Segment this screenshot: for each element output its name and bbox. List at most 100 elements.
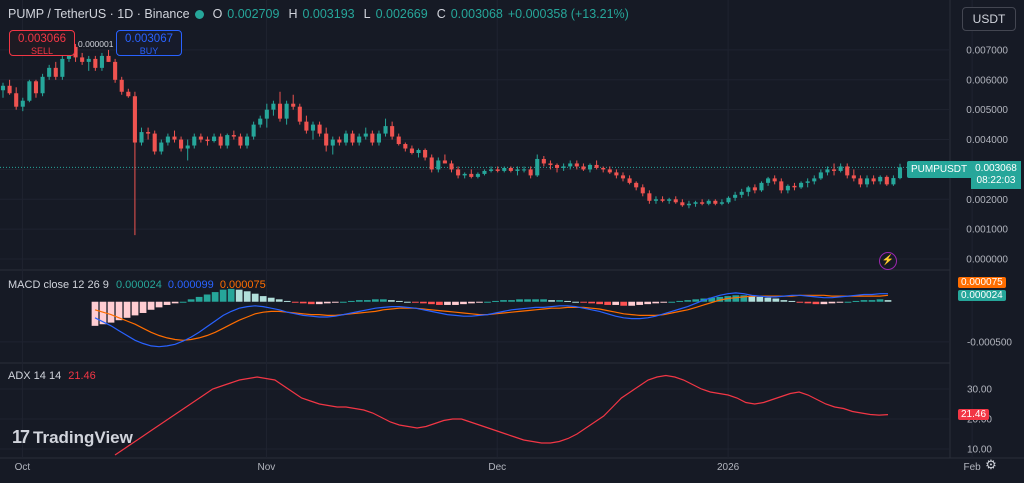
low-value: 0.002669 (375, 7, 428, 21)
candle-body (845, 166, 850, 176)
candle-body (403, 144, 408, 149)
candle-body (357, 136, 362, 143)
high-label: H (288, 7, 298, 21)
candle-body (40, 76, 45, 94)
candle-body (47, 67, 52, 77)
macd-hist-bar (379, 299, 387, 302)
macd-hist-bar (828, 301, 836, 304)
candle-body (667, 199, 672, 201)
price-tick-label: 0.002000 (966, 195, 1008, 206)
candle-body (225, 135, 230, 146)
candle-body (719, 202, 724, 204)
macd-hist-bar (684, 300, 692, 302)
candle-body (884, 176, 889, 185)
candle-body (376, 133, 381, 143)
macd-hist-bar (628, 301, 636, 306)
candle-body (271, 103, 276, 110)
candle-body (60, 58, 65, 77)
candle-body (739, 191, 744, 195)
macd-hist-bar (283, 300, 291, 302)
macd-hist-bar (468, 301, 475, 304)
candle-body (726, 197, 731, 203)
buy-button[interactable]: 0.003067 BUY (116, 30, 182, 56)
macd-hist-bar (363, 300, 371, 302)
candle-body (172, 136, 177, 140)
candle-body (350, 133, 355, 143)
currency-button[interactable]: USDT (962, 7, 1016, 31)
symbol-title[interactable]: PUMP / TetherUS · 1D · Binance (8, 7, 190, 21)
tradingview-logo: 17 TradingView (12, 427, 133, 448)
macd-hist-bar (556, 300, 563, 302)
lightning-icon[interactable]: ⚡ (879, 252, 897, 270)
close-label: C (436, 7, 446, 21)
price-tick-label: 0.005000 (966, 105, 1008, 116)
sell-label: SELL (30, 46, 54, 56)
macd-hist-bar (243, 291, 251, 302)
candle-body (733, 194, 738, 198)
candle-body (396, 136, 401, 145)
macd-hist-bar (235, 289, 243, 302)
sell-button[interactable]: 0.003066 SELL (9, 30, 75, 56)
candle-body (258, 118, 263, 125)
adx-title[interactable]: ADX 14 14 (8, 370, 62, 382)
candle-body (93, 58, 98, 68)
candle-body (713, 200, 718, 204)
candle-body (634, 182, 639, 188)
candle-body (212, 136, 217, 142)
price-tick-label: 0.001000 (966, 225, 1008, 236)
candle-body (152, 133, 157, 152)
sell-price: 0.003066 (18, 33, 66, 45)
candle-body (159, 142, 164, 152)
candle-body (647, 193, 652, 201)
macd-hist-bar (612, 301, 620, 305)
macd-hist-bar (155, 301, 163, 308)
candle-body (469, 173, 474, 177)
macd-hist-bar (171, 301, 179, 304)
buy-price: 0.003067 (125, 33, 173, 45)
macd-hist-bar (131, 301, 139, 316)
macd-line (94, 292, 888, 348)
macd-hist-bar (275, 299, 283, 302)
candle-body (601, 167, 606, 170)
last-price-value: 0.003068 (975, 163, 1017, 174)
macd-signal-value: 0.000075 (219, 279, 266, 291)
bar-countdown: 08:22:03 (976, 175, 1016, 186)
macd-hist-bar (716, 296, 724, 302)
macd-hist-bar (323, 301, 331, 304)
candle-body (825, 169, 830, 173)
time-tick-label: Nov (257, 462, 275, 473)
macd-hist-bar (668, 301, 676, 303)
candle-body (673, 199, 678, 203)
candle-body (878, 176, 883, 182)
macd-hist-bar (788, 300, 796, 302)
candle-body (330, 139, 335, 146)
macd-title[interactable]: MACD close 12 26 9 (8, 279, 109, 291)
candle-body (568, 163, 573, 167)
macd-hist-bar (516, 299, 523, 302)
candle-body (198, 136, 203, 140)
adx-tick-label: 20.00 (967, 415, 992, 426)
candle-body (284, 103, 289, 119)
candle-body (317, 124, 322, 134)
macd-hist-bar (179, 301, 187, 303)
macd-hist-bar (748, 296, 756, 302)
candle-body (766, 178, 771, 183)
candle-body (218, 136, 223, 146)
tradingview-mark-icon: 17 (12, 427, 30, 447)
candle-body (495, 169, 500, 171)
macd-hist-bar (187, 299, 195, 302)
macd-hist-bar (267, 297, 275, 302)
candle-body (310, 124, 316, 131)
candle-body (390, 126, 395, 137)
macd-hist-bar (99, 301, 107, 325)
macd-hist-bar (780, 300, 788, 302)
candle-body (627, 178, 632, 183)
gear-icon[interactable]: ⚙ (985, 457, 997, 472)
macd-hist-bar (195, 296, 203, 302)
candle-body (205, 139, 210, 142)
close-value: 0.003068 (450, 7, 503, 21)
macd-hist-bar (588, 301, 595, 304)
time-tick-label: Dec (488, 462, 506, 473)
macd-hist-bar (532, 299, 539, 302)
